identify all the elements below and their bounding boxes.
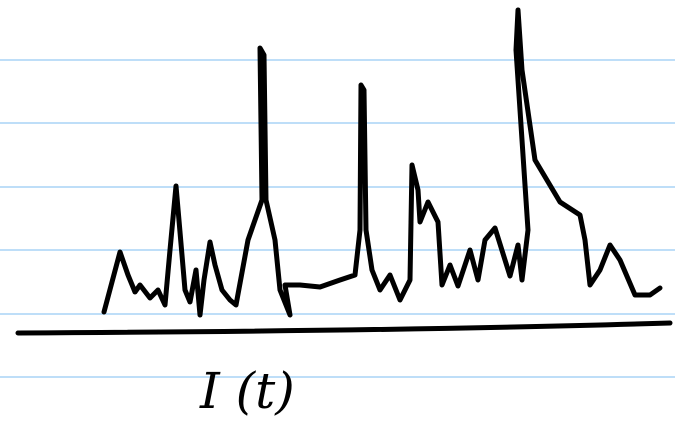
- page: I (t) (() => { const data = JSON.parse(d…: [0, 0, 675, 422]
- axis-label: I (t): [199, 362, 295, 420]
- baseline: [18, 323, 670, 333]
- signal-curve: [104, 10, 660, 315]
- sketch: I (t): [0, 0, 675, 422]
